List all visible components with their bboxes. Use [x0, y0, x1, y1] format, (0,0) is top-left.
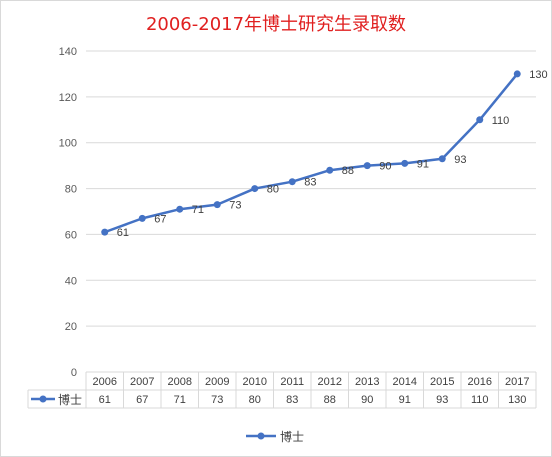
table-value-cell: 83: [286, 394, 298, 406]
y-tick-label: 0: [71, 367, 77, 379]
y-tick-label: 20: [65, 321, 77, 333]
data-point: [513, 70, 521, 78]
data-point: [476, 116, 484, 124]
data-label: 67: [154, 213, 166, 225]
data-label: 110: [492, 115, 510, 127]
table-series-name: 博士: [58, 392, 82, 407]
data-point: [288, 178, 296, 186]
data-label: 73: [229, 200, 241, 212]
data-label: 61: [117, 227, 129, 239]
table-value-cell: 130: [508, 394, 526, 406]
table-value-cell: 71: [174, 394, 186, 406]
data-point: [401, 159, 409, 167]
table-value-cell: 73: [211, 394, 223, 406]
x-tick-label: 2006: [93, 376, 117, 388]
table-value-cell: 61: [99, 394, 111, 406]
y-tick-label: 120: [59, 92, 77, 104]
data-point: [438, 155, 446, 163]
data-label: 93: [454, 154, 466, 166]
x-tick-label: 2010: [243, 376, 267, 388]
x-tick-label: 2014: [393, 376, 417, 388]
data-label: 83: [304, 177, 316, 189]
x-tick-label: 2008: [168, 376, 192, 388]
data-point: [176, 205, 184, 213]
data-point: [326, 166, 334, 174]
legend-label: 博士: [280, 429, 304, 444]
data-point: [213, 201, 221, 209]
data-label: 91: [417, 158, 429, 170]
table-value-cell: 110: [471, 394, 489, 406]
series-line: [104, 73, 519, 234]
x-tick-label: 2013: [355, 376, 379, 388]
table-legend-key-marker: [39, 395, 47, 403]
data-label: 80: [267, 184, 279, 196]
y-tick-label: 40: [65, 275, 77, 287]
y-tick-label: 80: [65, 184, 77, 196]
data-point: [101, 228, 109, 236]
x-tick-label: 2016: [468, 376, 492, 388]
table-value-cell: 80: [249, 394, 261, 406]
x-tick-label: 2011: [280, 376, 304, 388]
y-tick-label: 140: [59, 46, 77, 58]
legend-key-marker: [257, 432, 265, 440]
x-tick-label: 2007: [130, 376, 154, 388]
y-tick-label: 60: [65, 229, 77, 241]
data-label: 71: [192, 204, 204, 216]
table-value-cell: 67: [136, 394, 148, 406]
x-tick-label: 2012: [318, 376, 342, 388]
data-label: 130: [529, 69, 547, 81]
data-label: 90: [379, 161, 391, 173]
x-tick-label: 2009: [205, 376, 229, 388]
data-label: 88: [342, 165, 354, 177]
x-tick-label: 2015: [430, 376, 454, 388]
chart-title: 2006-2017年博士研究生录取数: [145, 14, 407, 35]
table-value-cell: 88: [324, 394, 336, 406]
x-tick-label: 2017: [505, 376, 529, 388]
y-tick-label: 100: [59, 138, 77, 150]
table-value-cell: 91: [399, 394, 411, 406]
table-value-cell: 90: [361, 394, 373, 406]
table-value-cell: 93: [436, 394, 448, 406]
data-point: [251, 185, 259, 193]
data-point: [138, 214, 146, 222]
data-point: [363, 162, 371, 170]
